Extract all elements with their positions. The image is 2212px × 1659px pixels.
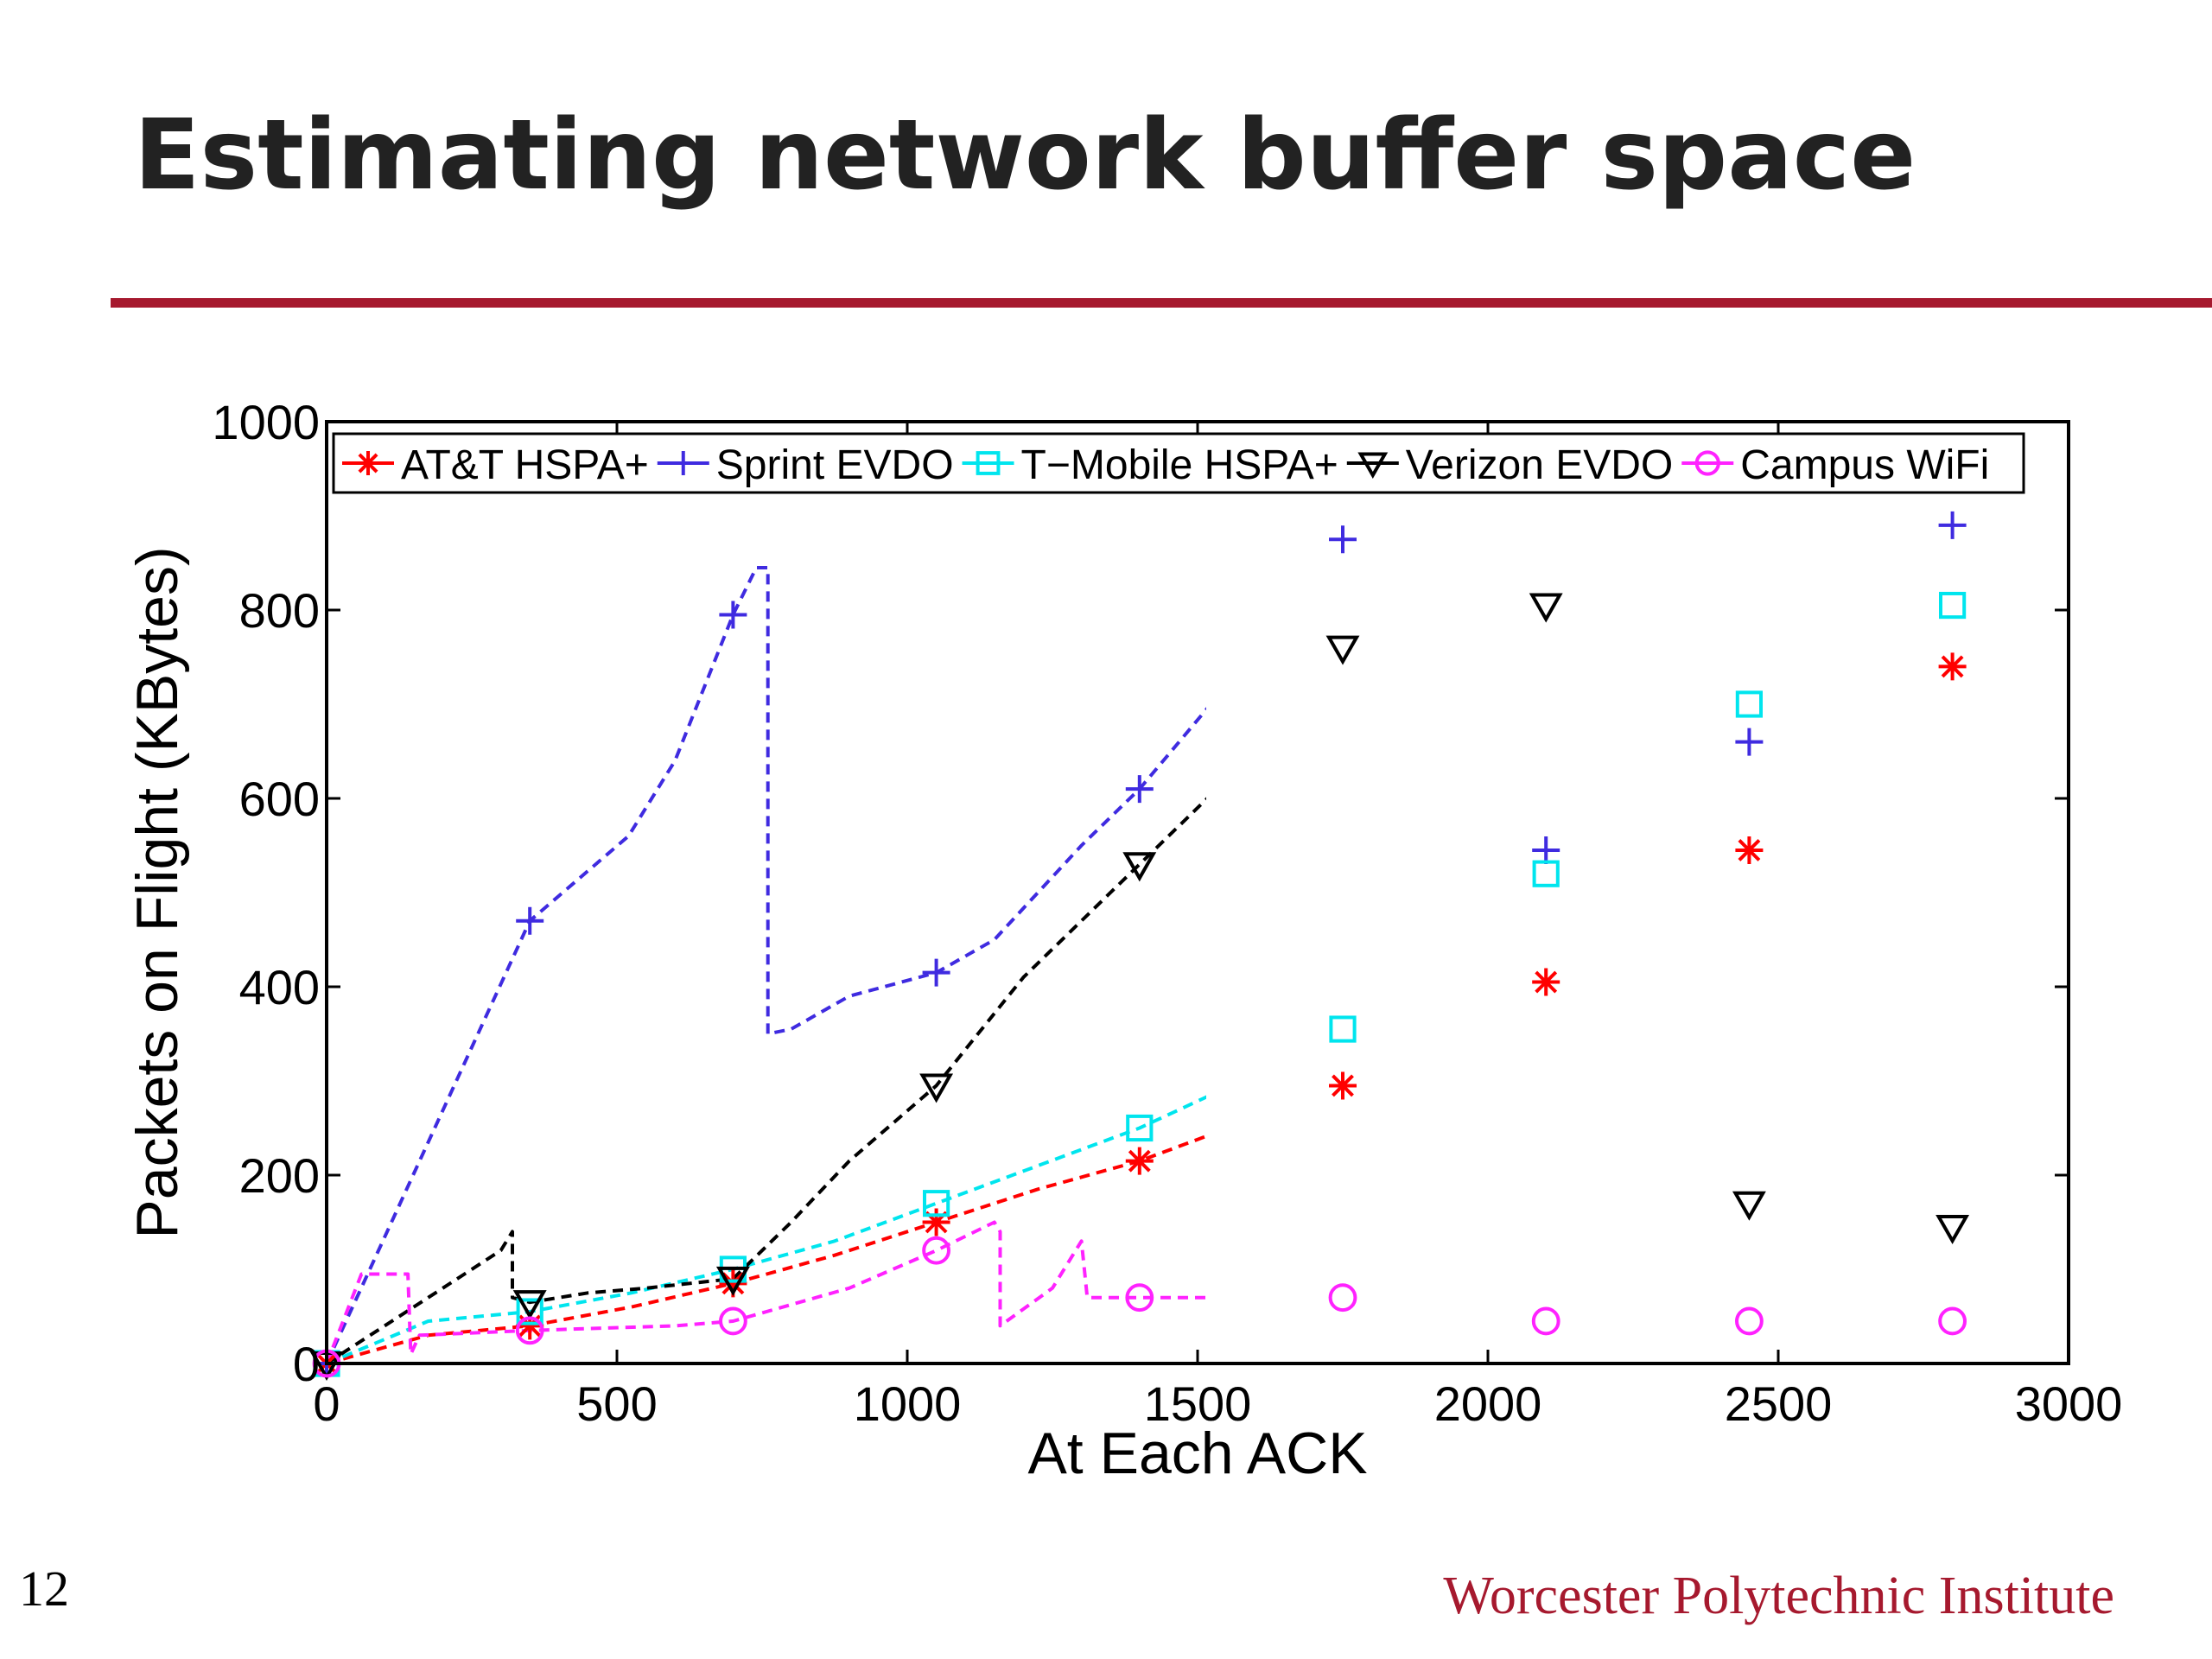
- data-point-sprint-evdo: [1532, 836, 1560, 864]
- data-point-t-mobile-hspa: [516, 1298, 543, 1325]
- data-point-verizon-evdo: [1936, 1214, 1970, 1244]
- data-point-campus-wifi: [1938, 1306, 1967, 1336]
- y-tick-label: 600: [239, 772, 320, 826]
- data-point-campus-wifi: [922, 1236, 950, 1265]
- data-point-at-t-hspa: [719, 1269, 747, 1298]
- data-point-t-mobile-hspa: [1532, 860, 1560, 887]
- data-point-at-t-hspa: [1938, 652, 1967, 681]
- data-point-sprint-evdo: [516, 906, 544, 935]
- data-point-sprint-evdo: [1329, 525, 1357, 554]
- legend: AT&T HSPA+ Sprint EVDO T−Mobile HSPA+ Veriz…: [332, 432, 2025, 494]
- data-point-t-mobile-hspa: [1126, 1114, 1154, 1142]
- legend-marker-t-mobile-hspa: [976, 451, 1001, 475]
- data-point-t-mobile-hspa: [923, 1190, 950, 1217]
- data-point-at-t-hspa: [1735, 836, 1764, 864]
- slide-title: Estimating network buffer space: [134, 99, 1916, 212]
- legend-marker-campus-wifi: [1694, 450, 1720, 476]
- data-point-sprint-evdo: [1735, 728, 1764, 756]
- data-point-campus-wifi: [1328, 1283, 1357, 1313]
- data-point-verizon-evdo: [715, 1266, 750, 1296]
- data-point-at-t-hspa: [922, 1208, 950, 1236]
- y-tick-label: 0: [293, 1337, 320, 1391]
- x-tick-label: 2000: [1434, 1376, 1542, 1431]
- legend-label-campus-wifi: Campus WiFi: [1740, 442, 1989, 488]
- legend-marker-at-t-hspa: [356, 451, 380, 475]
- data-point-sprint-evdo: [922, 958, 950, 987]
- x-tick-label: 3000: [2015, 1376, 2123, 1431]
- data-point-t-mobile-hspa: [1735, 690, 1764, 718]
- data-point-campus-wifi: [1531, 1306, 1560, 1336]
- data-point-verizon-evdo: [1732, 1191, 1766, 1221]
- legend-label-verizon-evdo: Verizon EVDO: [1406, 442, 1673, 488]
- data-point-at-t-hspa: [516, 1312, 544, 1340]
- data-point-sprint-evdo: [1125, 775, 1154, 804]
- footer-organization: Worcester Polytechnic Institute: [1443, 1567, 2114, 1625]
- y-tick-label: 200: [239, 1148, 320, 1203]
- data-point-sprint-evdo: [719, 601, 747, 629]
- data-point-verizon-evdo: [919, 1073, 954, 1103]
- data-point-campus-wifi: [1125, 1283, 1154, 1313]
- data-point-verizon-evdo: [512, 1290, 547, 1320]
- series-line-sprint-evdo: [327, 566, 1206, 1363]
- data-point-at-t-hspa: [1125, 1147, 1154, 1175]
- data-point-verizon-evdo: [1122, 852, 1157, 882]
- legend-marker-verizon-evdo: [1357, 452, 1389, 480]
- legend-label-sprint-evdo: Sprint EVDO: [716, 442, 954, 488]
- line-chart: 0 500 1000 1500 2000 2500 3000 0 200 400 600 800 100…: [124, 395, 2123, 1486]
- data-point-campus-wifi: [515, 1316, 544, 1345]
- x-tick-label: 1500: [1144, 1376, 1252, 1431]
- legend-label-t-mobile-hspa: T−Mobile HSPA+: [1021, 442, 1338, 488]
- y-tick-label: 800: [239, 583, 320, 638]
- data-point-sprint-evdo: [1938, 511, 1967, 539]
- x-tick-label: 0: [313, 1376, 340, 1431]
- data-point-t-mobile-hspa: [1939, 591, 1967, 620]
- data-point-campus-wifi: [719, 1306, 747, 1336]
- title-divider: [111, 298, 2212, 308]
- y-tick-label: 1000: [212, 395, 320, 449]
- x-tick-label: 500: [576, 1376, 657, 1431]
- series-line-t-mobile-hspa: [327, 1095, 1206, 1363]
- data-point-campus-wifi: [1735, 1306, 1764, 1336]
- slide-number: 12: [19, 1560, 69, 1617]
- data-point-at-t-hspa: [1329, 1071, 1357, 1100]
- data-point-at-t-hspa: [1532, 968, 1560, 996]
- x-tick-label: 1000: [854, 1376, 962, 1431]
- x-tick-label: 2500: [1725, 1376, 1833, 1431]
- legend-marker-sprint-evdo: [671, 451, 696, 475]
- data-point-t-mobile-hspa: [1329, 1015, 1357, 1043]
- y-axis-label: Packets on Flight (KBytes): [124, 546, 190, 1238]
- data-point-verizon-evdo: [1529, 593, 1563, 623]
- data-point-verizon-evdo: [1325, 635, 1360, 665]
- legend-label-at-t-hspa: AT&T HSPA+: [401, 442, 649, 488]
- x-axis-label: At Each ACK: [1027, 1421, 1367, 1486]
- y-tick-label: 400: [239, 960, 320, 1014]
- legend-box: [332, 432, 2025, 494]
